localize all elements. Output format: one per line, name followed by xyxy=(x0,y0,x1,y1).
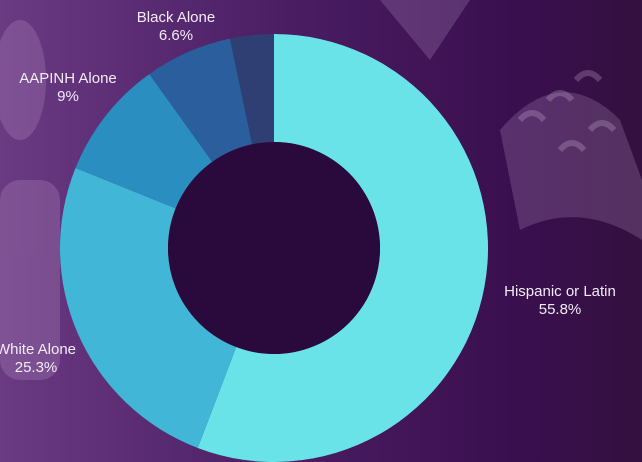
donut-hole xyxy=(168,142,380,354)
donut-slice-black-alone xyxy=(149,38,253,162)
slice-label-aapinh-alone: AAPINH Alone 9% xyxy=(19,70,117,106)
slice-label-text: Hispanic or Latin xyxy=(504,283,616,300)
slice-label-black-alone: Black Alone 6.6% xyxy=(137,9,215,45)
slice-label-text: AAPINH Alone xyxy=(19,70,117,87)
slice-label-text: White Alone xyxy=(0,341,77,358)
slice-label-value: 6.6% xyxy=(158,27,194,44)
donut-slice-white-alone xyxy=(60,167,237,448)
donut-slice-hispanic-or-latin xyxy=(197,34,488,462)
slice-label-text: Black Alone xyxy=(136,9,216,26)
slice-label-value: 9% xyxy=(57,88,79,105)
slice-label-value: 25.3% xyxy=(14,359,58,376)
slice-label-hispanic-or-latin: Hispanic or Latin 55.8% xyxy=(504,283,616,319)
donut-slices xyxy=(60,34,488,462)
slice-label-white-alone: White Alone 25.3% xyxy=(0,341,76,377)
donut-slice-aapinh-alone xyxy=(75,74,213,209)
donut-hole-circle xyxy=(168,142,380,354)
donut-slice-other xyxy=(229,34,274,145)
slice-label-value: 55.8% xyxy=(538,301,582,318)
